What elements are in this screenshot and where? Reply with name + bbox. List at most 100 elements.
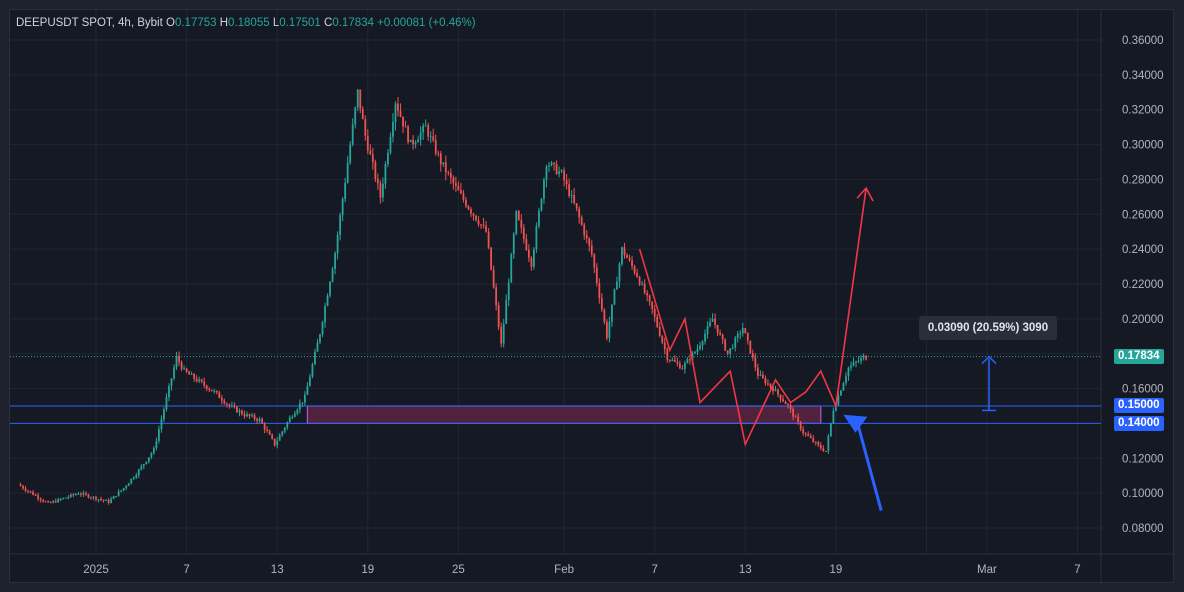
candle-body xyxy=(248,414,251,417)
candle xyxy=(756,363,759,380)
candle-body xyxy=(52,501,55,503)
candle xyxy=(656,313,659,328)
candle-body xyxy=(334,253,336,269)
candle xyxy=(636,268,638,278)
candle xyxy=(502,318,505,348)
candle xyxy=(321,320,324,338)
candle xyxy=(366,129,369,155)
candle xyxy=(608,316,611,343)
time-tick-label: Feb xyxy=(554,564,574,576)
candle-body xyxy=(399,110,402,117)
price-chart[interactable]: 0.36000 0.34000 0.32000 0.30000 0.28000 0.260… xyxy=(10,10,1175,584)
candle-body xyxy=(487,231,490,248)
candle-body xyxy=(804,433,807,435)
candle-body xyxy=(150,453,153,458)
candle-body xyxy=(57,498,60,503)
candle xyxy=(726,350,729,356)
candle-body xyxy=(135,475,138,478)
candle xyxy=(253,413,256,422)
candle-body xyxy=(132,477,135,479)
candle-body xyxy=(593,254,596,268)
candle-body xyxy=(379,183,382,198)
candle xyxy=(548,162,550,172)
time-tick-label: 13 xyxy=(271,564,284,576)
candle-body xyxy=(165,397,168,410)
candle-body xyxy=(837,395,840,405)
candle xyxy=(767,379,769,386)
candle-body xyxy=(122,487,125,491)
candle-body xyxy=(29,491,32,493)
candle-body xyxy=(641,283,644,285)
candle xyxy=(77,491,80,495)
candle xyxy=(165,393,168,412)
candle xyxy=(72,493,75,498)
candle xyxy=(130,478,133,485)
candle-body xyxy=(351,124,354,145)
price-tick-label: 0.28000 xyxy=(1122,174,1164,186)
candle-body xyxy=(324,305,326,323)
candle-body xyxy=(535,226,538,250)
projection-arrowhead xyxy=(856,186,874,202)
candle-body xyxy=(817,442,820,446)
candle-body xyxy=(636,272,638,278)
candle-body xyxy=(316,342,319,352)
candle-body xyxy=(714,318,716,325)
candle xyxy=(190,371,193,375)
candle xyxy=(339,212,342,241)
candle xyxy=(399,103,402,118)
candle-body xyxy=(19,484,22,487)
candle-body xyxy=(298,403,301,410)
candle xyxy=(490,247,493,271)
candle xyxy=(568,178,571,199)
candle-body xyxy=(349,144,352,163)
candle-body xyxy=(505,300,508,324)
candle-body xyxy=(407,126,409,142)
candle-body xyxy=(180,362,183,369)
candle-body xyxy=(102,499,105,501)
candle-body xyxy=(218,392,221,399)
candle xyxy=(804,432,807,437)
candle xyxy=(754,353,757,372)
candle-body xyxy=(822,448,825,452)
candle-body xyxy=(704,333,706,342)
candle xyxy=(150,451,153,460)
candle-body xyxy=(105,499,107,501)
candle-body xyxy=(67,496,70,498)
candle xyxy=(288,415,291,423)
candle xyxy=(62,497,65,500)
candle xyxy=(460,182,462,195)
candle xyxy=(283,426,286,434)
candle-body xyxy=(344,182,347,199)
candle-body xyxy=(696,348,699,352)
candle xyxy=(812,435,815,443)
candle xyxy=(442,162,445,167)
price-tick-label: 0.16000 xyxy=(1122,384,1164,396)
candle-body xyxy=(37,495,40,499)
candle xyxy=(465,197,467,209)
candle-body xyxy=(147,457,150,462)
candle-body xyxy=(802,429,805,434)
candle-body xyxy=(762,374,764,379)
candle xyxy=(389,132,392,155)
candle-body xyxy=(824,451,827,453)
candle-body xyxy=(533,249,535,267)
candle-body xyxy=(827,436,830,452)
candle-body xyxy=(452,177,455,184)
candle-body xyxy=(155,440,158,448)
candle xyxy=(59,497,62,502)
candle-body xyxy=(402,116,404,127)
candle xyxy=(137,468,140,479)
candle-body xyxy=(145,461,148,465)
time-tick-label: 13 xyxy=(739,564,752,576)
candle xyxy=(850,361,852,372)
candle-body xyxy=(246,414,248,417)
last-price-tag: 0.17834 xyxy=(1114,349,1164,364)
candle xyxy=(112,495,115,500)
candle xyxy=(583,222,586,240)
candle xyxy=(492,265,495,289)
candle-body xyxy=(22,486,24,489)
candle-body xyxy=(276,440,279,446)
candle xyxy=(185,367,188,373)
candle xyxy=(163,407,165,423)
candle xyxy=(173,364,175,381)
